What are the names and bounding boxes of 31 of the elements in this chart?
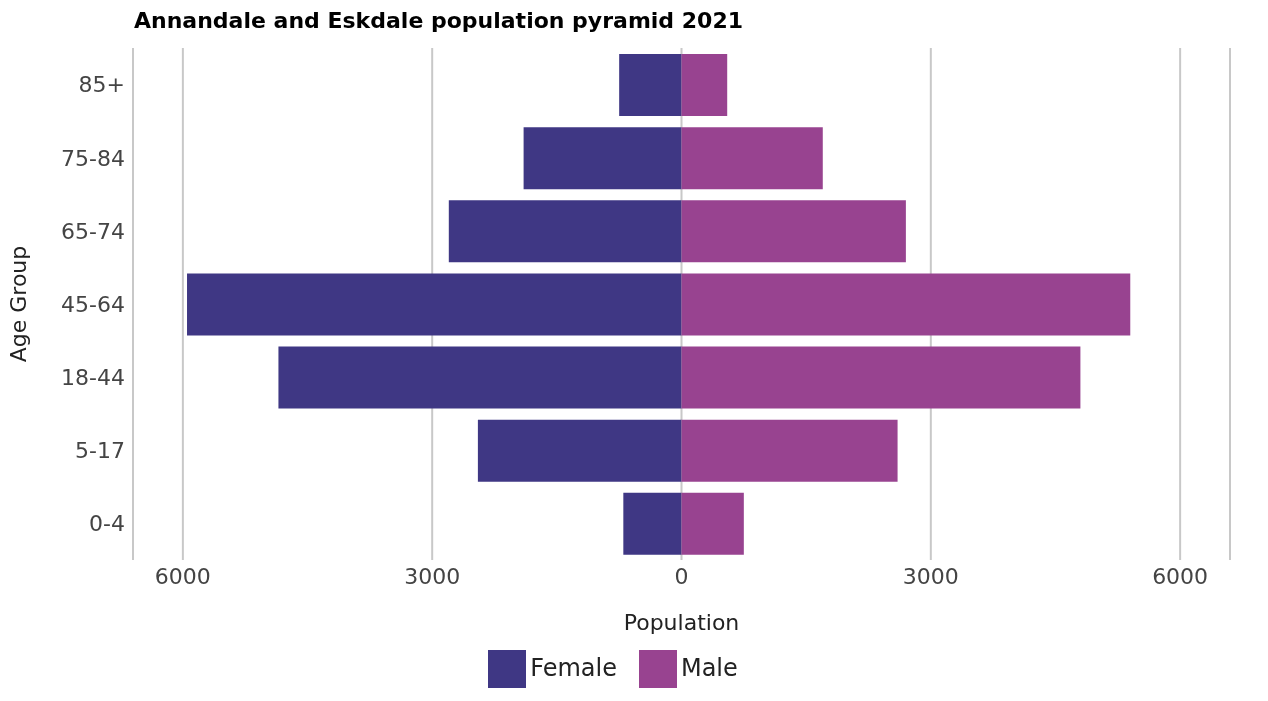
- bar: [523, 127, 682, 190]
- bar: [448, 200, 682, 263]
- legend-label: Female: [530, 654, 617, 682]
- y-axis-title: Age Group: [5, 245, 31, 363]
- bar: [681, 273, 1131, 336]
- bar: [681, 54, 728, 116]
- chart-title: Annandale and Eskdale population pyramid 2021: [134, 8, 744, 35]
- bar: [681, 419, 898, 482]
- x-tick-label: 6000: [1152, 563, 1209, 589]
- bar: [623, 492, 682, 555]
- y-tick-label: 65-74: [61, 218, 125, 244]
- x-tick-label: 6000: [154, 563, 211, 589]
- y-tick-label: 85+: [78, 72, 125, 98]
- y-tick-label: 18-44: [61, 364, 125, 390]
- bar: [681, 492, 744, 555]
- bar: [681, 346, 1081, 409]
- bar: [278, 346, 682, 409]
- bar: [187, 273, 682, 336]
- x-tick-label: 3000: [902, 563, 959, 589]
- bar: [477, 419, 682, 482]
- bar: [681, 200, 906, 263]
- x-axis-title: Population: [623, 610, 740, 635]
- legend-label: Male: [680, 654, 738, 682]
- bar: [681, 127, 823, 190]
- bar: [619, 54, 682, 116]
- x-tick-label: 0: [674, 563, 689, 589]
- y-tick-label: 75-84: [61, 145, 125, 171]
- y-tick-label: 45-64: [61, 291, 125, 317]
- y-tick-label: 0-4: [89, 511, 125, 537]
- x-tick-label: 3000: [404, 563, 461, 589]
- y-tick-label: 5-17: [75, 438, 125, 464]
